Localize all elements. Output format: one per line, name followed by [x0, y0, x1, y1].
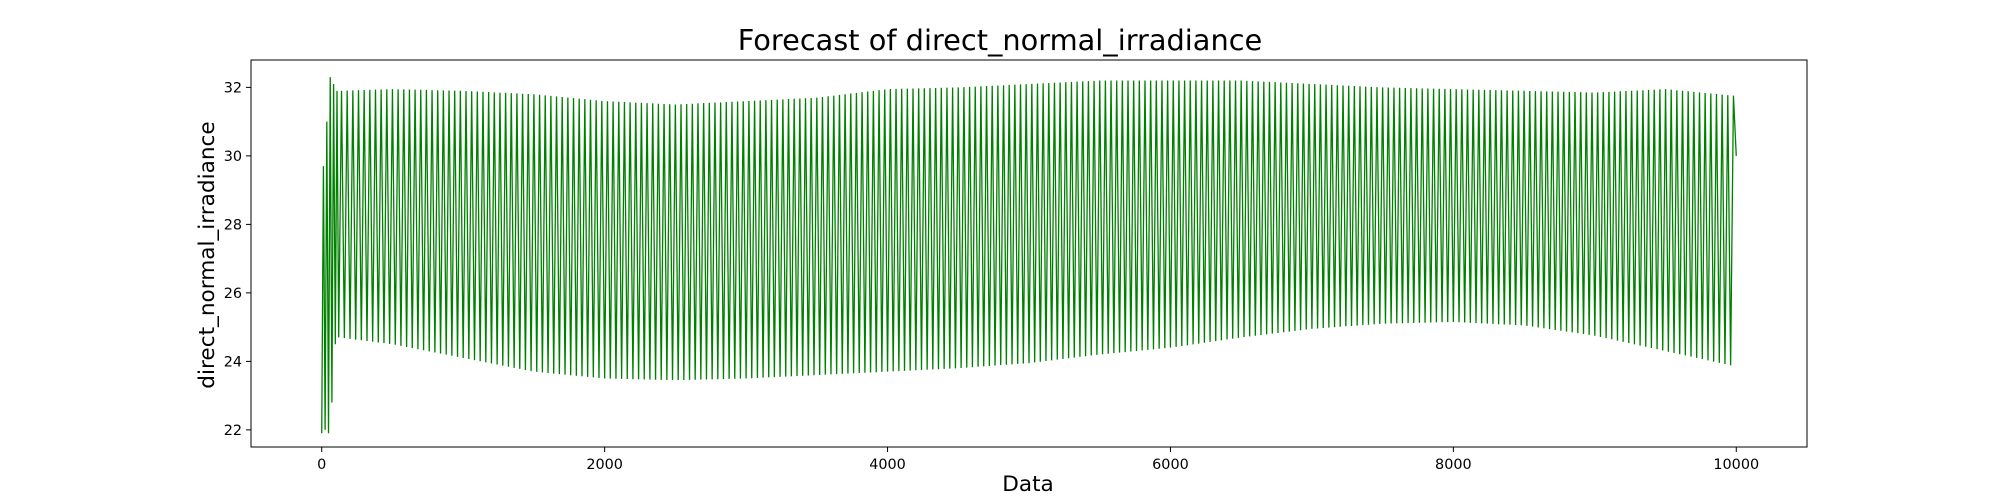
x-axis: 0 2000 4000 6000 8000 10000: [317, 447, 1759, 473]
series-layer: [321, 77, 1737, 434]
x-axis-label: Data: [1002, 472, 1054, 497]
y-tick-label: 22: [224, 423, 242, 439]
x-tick-label: 4000: [869, 457, 906, 473]
x-tick-label: 0: [317, 457, 326, 473]
y-tick-label: 26: [224, 286, 242, 302]
chart-title: Forecast of direct_normal_irradiance: [738, 23, 1263, 57]
plot-frame: [250, 59, 1808, 448]
y-axis: 22 24 26 28 30 32: [224, 80, 251, 439]
y-axis-label: direct_normal_irradiance: [195, 121, 220, 388]
y-tick-label: 28: [224, 217, 242, 233]
x-tick-label: 6000: [1152, 457, 1189, 473]
x-tick-label: 10000: [1713, 457, 1759, 473]
y-tick-label: 30: [224, 149, 242, 165]
y-tick-label: 24: [224, 354, 242, 370]
series-line: [321, 77, 1737, 434]
x-tick-label: 8000: [1435, 457, 1472, 473]
x-tick-label: 2000: [586, 457, 623, 473]
y-tick-label: 32: [224, 80, 242, 96]
